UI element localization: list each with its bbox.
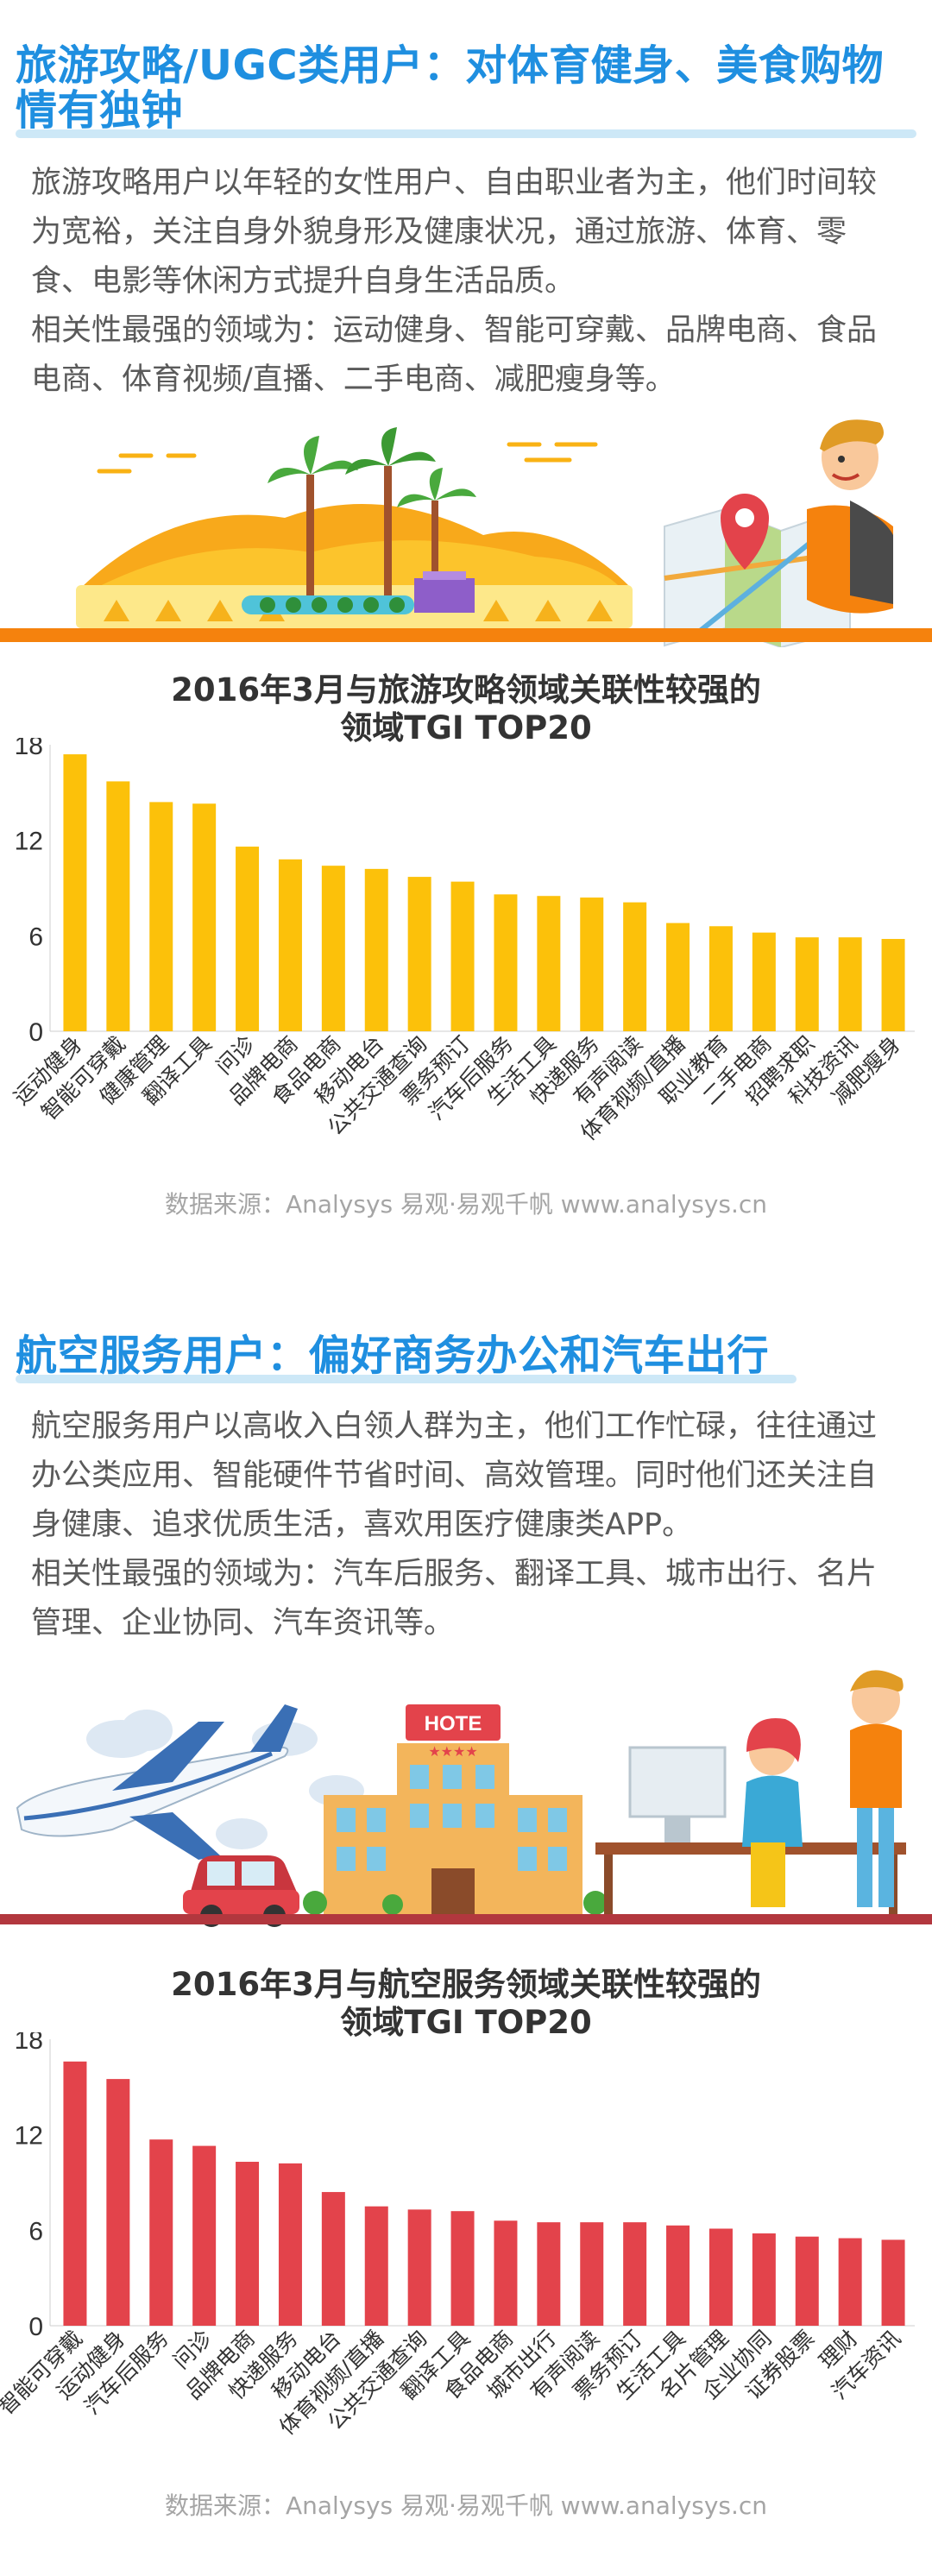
section1-title-underline	[16, 129, 916, 138]
chart2-bar	[537, 2222, 561, 2326]
chart2-bar	[838, 2238, 862, 2326]
chart2-bar	[407, 2209, 431, 2326]
chart2-ytick-label: 6	[28, 2217, 43, 2245]
business-illustration: HOTE ★★★★	[0, 1670, 932, 1927]
chart1-bar	[795, 937, 819, 1031]
man-character	[850, 1670, 904, 1907]
chart2-bar-chart: 061218智能可穿戴运动健身汽车后服务问诊品牌电商快递服务移动电台体育视频/直…	[0, 2032, 915, 2440]
chart2-bar	[666, 2225, 690, 2326]
chart2-title: 2016年3月与航空服务领域关联性较强的 领域TGI TOP20	[0, 1966, 932, 2042]
chart2-title-line1: 2016年3月与航空服务领域关联性较强的	[171, 1966, 761, 2003]
chart1-bar	[106, 781, 130, 1031]
chart1-bar	[364, 868, 388, 1031]
chart2-bar	[236, 2162, 260, 2326]
chart1-bar	[708, 926, 733, 1031]
chart1-bar	[881, 939, 905, 1031]
chart2-bar	[752, 2233, 776, 2326]
chart2-bar	[450, 2211, 475, 2326]
chart1-bar	[321, 866, 345, 1031]
chart2-bar	[63, 2061, 87, 2326]
traveler-character	[807, 419, 893, 614]
orange-ground-band	[0, 628, 932, 642]
hotel-building	[324, 1743, 582, 1916]
hotel-stars: ★★★★	[428, 1743, 477, 1760]
section1-para2: 相关性最强的领域为：运动健身、智能可穿戴、品牌电商、食品电商、体育视频/直播、二…	[31, 313, 878, 397]
chart1-bar	[494, 894, 518, 1031]
chart2-ytick-label: 12	[15, 2122, 43, 2151]
chart1-bar-chart: 061218运动健身智能可穿戴健康管理翻译工具问诊品牌电商食品电商移动电台公共交…	[9, 738, 915, 1145]
section1-header: 旅游攻略/UGC类用户：对体育健身、美食购物 情有独钟	[16, 43, 916, 138]
map-pin-icon	[721, 494, 769, 570]
chart1-bar	[580, 898, 604, 1031]
section2-title-underline	[16, 1375, 797, 1383]
palm-trees	[268, 427, 476, 595]
chart2-bar	[708, 2228, 733, 2326]
chart1-title-line2: 领域TGI TOP20	[340, 709, 592, 746]
chart1-bar	[752, 932, 776, 1031]
chart1-ytick-label: 6	[28, 923, 43, 951]
section2-title: 航空服务用户：偏好商务办公和汽车出行	[16, 1332, 770, 1380]
hotel-trees	[303, 1891, 608, 1915]
chart1-bar	[149, 802, 173, 1031]
chart2-bar	[881, 2239, 905, 2326]
bushes	[260, 597, 405, 613]
wind-lines-right	[507, 442, 598, 463]
section2-para2: 相关性最强的领域为：汽车后服务、翻译工具、城市出行、名片管理、企业协同、汽车资讯…	[31, 1557, 878, 1641]
chart1-ytick-label: 18	[15, 738, 43, 760]
desert-dune-front	[95, 540, 621, 589]
chart1-source: 数据来源：Analysys 易观·易观千帆 www.analysys.cn	[164, 1190, 768, 1219]
chart1-bar	[236, 847, 260, 1031]
chart1-title-line1: 2016年3月与旅游攻略领域关联性较强的	[171, 671, 761, 709]
chart2-source: 数据来源：Analysys 易观·易观千帆 www.analysys.cn	[164, 2491, 768, 2520]
chart1-bar	[407, 877, 431, 1031]
chart2-bar	[494, 2220, 518, 2326]
hotel-sign	[406, 1704, 501, 1741]
chart2-bar	[580, 2222, 604, 2326]
chart2-ytick-label: 0	[28, 2313, 43, 2341]
hotel-sign-text: HOTE	[425, 1712, 482, 1735]
section1-description: 旅游攻略用户以年轻的女性用户、自由职业者为主，他们时间较为宽裕，关注自身外貌身形…	[31, 159, 903, 405]
office-desk	[595, 1746, 906, 1915]
chart2-bar	[623, 2222, 647, 2326]
section2-para1: 航空服务用户以高收入白领人群为主，他们工作忙碌，往往通过办公类应用、智能硬件节省…	[31, 1409, 878, 1542]
chart2-bar	[795, 2236, 819, 2326]
chart1-bar	[537, 896, 561, 1031]
woman-character	[742, 1718, 803, 1907]
chart1-bar	[192, 803, 217, 1031]
chart2-bar	[321, 2192, 345, 2326]
chart1-bar	[450, 881, 475, 1031]
chart2-bar	[364, 2206, 388, 2326]
chart2-bar	[106, 2079, 130, 2326]
sand-pattern	[104, 600, 613, 621]
red-ground-band	[0, 1914, 932, 1924]
clouds	[86, 1710, 364, 1849]
chart2-bar	[278, 2163, 302, 2326]
small-house	[414, 578, 475, 613]
section1-para1: 旅游攻略用户以年轻的女性用户、自由职业者为主，他们时间较为宽裕，关注自身外貌身形…	[31, 166, 878, 299]
travel-illustration	[0, 419, 932, 647]
chart1-bar	[278, 859, 302, 1031]
chart1-bar	[666, 923, 690, 1031]
chart2-title-line2: 领域TGI TOP20	[340, 2004, 592, 2041]
section1-title-line1: 旅游攻略/UGC类用户：对体育健身、美食购物	[16, 41, 885, 90]
chart1-ytick-label: 0	[28, 1018, 43, 1047]
airplane-icon	[16, 1704, 298, 1860]
chart2-ytick-label: 18	[15, 2032, 43, 2055]
chart1-title: 2016年3月与旅游攻略领域关联性较强的 领域TGI TOP20	[0, 671, 932, 747]
chart1-ytick-label: 12	[15, 828, 43, 856]
section2-header: 航空服务用户：偏好商务办公和汽车出行	[16, 1333, 916, 1383]
chart2-bar	[149, 2139, 173, 2326]
wind-lines-left	[97, 453, 197, 474]
section1-title-line2: 情有独钟	[16, 86, 184, 135]
car-icon	[183, 1855, 299, 1927]
section2-description: 航空服务用户以高收入白领人群为主，他们工作忙碌，往往通过办公类应用、智能硬件节省…	[31, 1402, 903, 1648]
chart1-bar	[63, 754, 87, 1031]
chart1-bar	[838, 937, 862, 1031]
chart1-bar	[623, 902, 647, 1031]
chart2-bar	[192, 2145, 217, 2326]
